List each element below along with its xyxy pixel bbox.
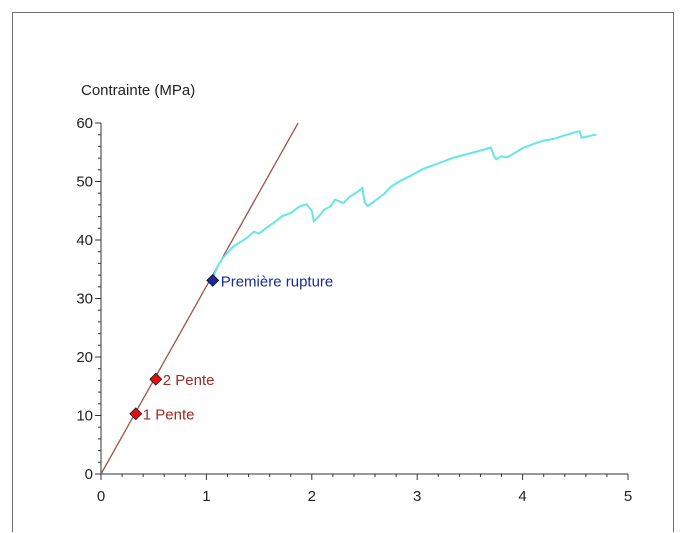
x-tick-label: 0 [97,488,105,505]
stress-chart: Contrainte (MPa) 0 10 20 30 40 50 60 0 1 2 3 4 5 1 P… [76,82,632,505]
y-tick-label: 0 [85,466,93,483]
axes: 0 10 20 30 40 50 60 0 1 2 3 4 5 [76,115,632,505]
y-tick-label: 30 [76,291,93,308]
pente-marker [129,407,143,421]
x-tick-label: 5 [624,488,632,505]
y-tick-label: 60 [76,115,93,132]
x-tick-label: 4 [518,488,526,505]
pente-marker [149,372,163,386]
pente-label: 1 Pente [143,407,195,424]
y-tick-label: 20 [76,349,93,366]
x-tick-label: 3 [413,488,421,505]
y-axis-title: Contrainte (MPa) [81,82,195,99]
slope-line [100,122,299,475]
stress-curve [211,129,597,280]
rupture-marker [206,273,220,287]
y-tick-label: 10 [76,408,93,425]
x-tick-label: 1 [202,488,210,505]
chart-frame: Contrainte (MPa) 0 10 20 30 40 50 60 0 1 2 3 4 5 1 P… [12,12,674,532]
rupture-label: Première rupture [221,273,334,290]
x-tick-label: 2 [308,488,316,505]
y-tick-label: 50 [76,174,93,191]
y-tick-label: 40 [76,232,93,249]
pente-label: 2 Pente [163,372,215,389]
points-layer: 1 Pente 2 Pente Première rupture [129,273,334,424]
